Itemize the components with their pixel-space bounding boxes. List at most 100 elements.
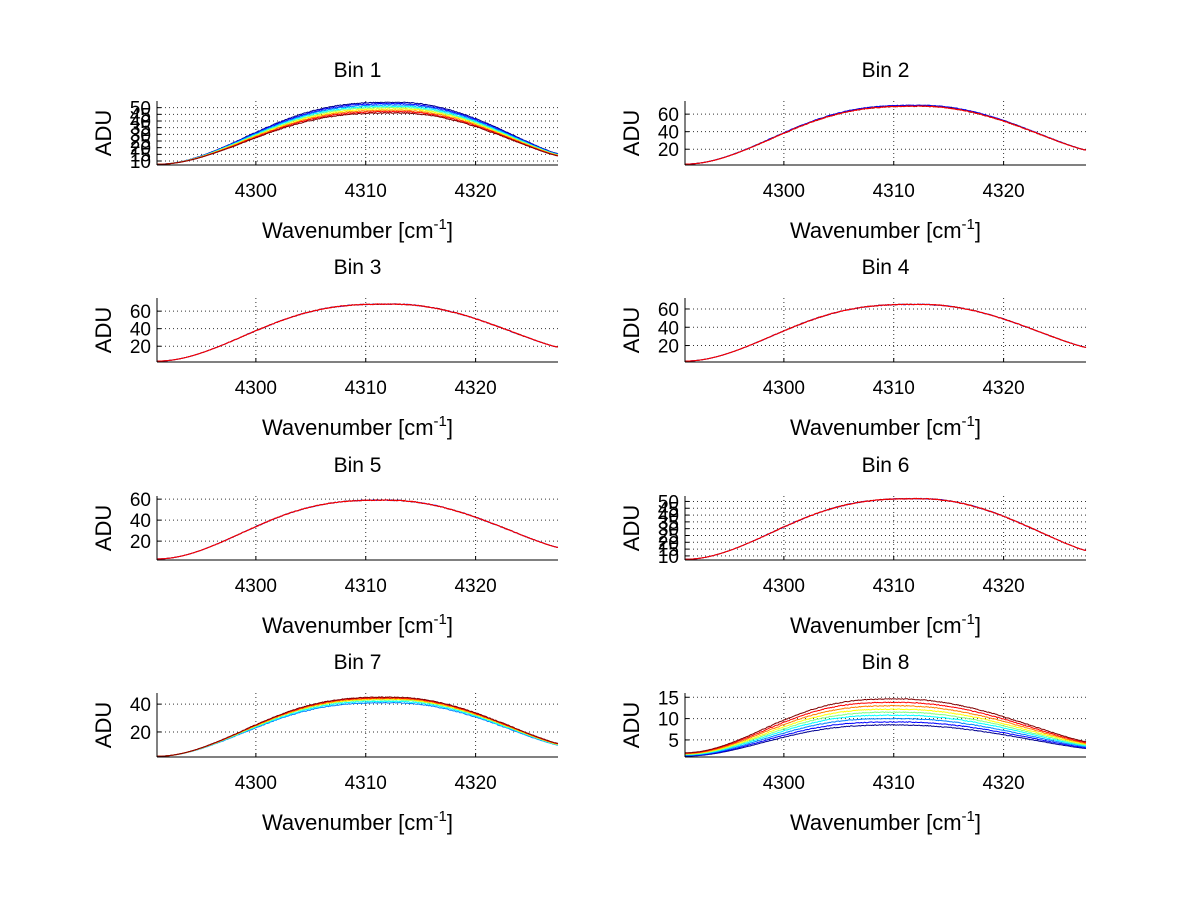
x-axis-label-superscript: -1: [962, 216, 975, 233]
x-axis-label-superscript: -1: [434, 216, 447, 233]
y-tick-label: 30: [658, 520, 679, 541]
series-line: [685, 704, 1086, 755]
y-tick-label: 40: [130, 511, 151, 532]
series-line: [157, 303, 559, 362]
y-tick-label: 60: [130, 302, 151, 323]
x-axis-label-main: Wavenumber [cm: [262, 218, 434, 243]
x-tick-label: 4320: [982, 181, 1024, 202]
x-axis-label: Wavenumber [cm-1]: [790, 413, 981, 440]
series-line: [157, 499, 558, 560]
x-tick-label: 4310: [345, 181, 387, 202]
series-line: [685, 303, 1087, 362]
series-line: [156, 499, 559, 560]
x-axis-label-main: Wavenumber [cm: [262, 613, 434, 638]
y-tick-label: 60: [130, 490, 151, 511]
x-tick-label: 4310: [873, 181, 915, 202]
subplot-title: Bin 5: [334, 454, 382, 477]
x-tick-label: 4310: [345, 378, 387, 399]
y-tick-label: 5: [668, 731, 679, 752]
x-axis-label-main: Wavenumber [cm: [790, 613, 962, 638]
series-line: [157, 110, 559, 165]
x-tick-label: 4320: [454, 773, 496, 794]
y-axis-label: ADU: [619, 702, 644, 748]
series-line: [157, 697, 558, 757]
y-tick-label: 20: [130, 139, 151, 160]
series-line: [685, 303, 1086, 362]
x-axis-label-main: Wavenumber [cm: [790, 218, 962, 243]
series-line: [684, 724, 1087, 757]
series-line: [685, 701, 1087, 754]
subplot-title: Bin 2: [862, 59, 910, 82]
x-tick-label: 4300: [235, 181, 277, 202]
x-tick-label: 4320: [982, 576, 1024, 597]
y-tick-label: 35: [130, 119, 151, 140]
x-axis-label: Wavenumber [cm-1]: [790, 808, 981, 835]
x-axis-label-end: ]: [975, 810, 981, 835]
series-line: [685, 717, 1086, 756]
subplot-title: Bin 6: [862, 454, 910, 477]
x-axis-label: Wavenumber [cm-1]: [262, 611, 453, 638]
x-axis-label-main: Wavenumber [cm: [262, 415, 434, 440]
x-axis-label-superscript: -1: [962, 413, 975, 430]
x-tick-label: 4300: [235, 773, 277, 794]
y-tick-label: 40: [130, 112, 151, 133]
y-axis-label: ADU: [91, 505, 116, 551]
y-tick-label: 40: [130, 695, 151, 716]
x-tick-label: 4310: [873, 576, 915, 597]
series-line: [157, 697, 559, 757]
series-line: [685, 708, 1087, 755]
y-tick-label: 40: [658, 506, 679, 527]
y-tick-label: 40: [130, 320, 151, 341]
x-tick-label: 4320: [982, 378, 1024, 399]
x-tick-label: 4320: [454, 181, 496, 202]
y-tick-label: 20: [658, 337, 679, 358]
series-line: [157, 699, 558, 757]
x-axis-label-superscript: -1: [434, 808, 447, 825]
y-tick-label: 20: [658, 140, 679, 161]
y-tick-label: 10: [130, 152, 151, 173]
series-line: [157, 701, 558, 757]
x-axis-label-end: ]: [975, 613, 981, 638]
x-tick-label: 4310: [345, 576, 387, 597]
y-tick-label: 50: [130, 99, 151, 120]
subplot-title: Bin 8: [862, 651, 910, 674]
y-tick-label: 10: [658, 710, 679, 731]
series-line: [157, 303, 558, 362]
series-line: [157, 106, 559, 165]
y-axis-label: ADU: [91, 307, 116, 353]
x-axis-label-superscript: -1: [434, 611, 447, 628]
y-tick-label: 20: [658, 533, 679, 554]
y-tick-label: 25: [130, 132, 151, 153]
y-tick-label: 15: [130, 145, 151, 166]
y-tick-label: 40: [658, 318, 679, 339]
y-tick-label: 20: [130, 532, 151, 553]
series-line: [157, 109, 559, 165]
x-axis-label-end: ]: [447, 613, 453, 638]
x-tick-label: 4310: [345, 773, 387, 794]
x-axis-label-superscript: -1: [962, 808, 975, 825]
y-tick-label: 15: [658, 540, 679, 561]
series-line: [685, 721, 1086, 757]
subplot-bin-7: Bin 7 4300 4310 4320 20 40 ADU Wavenumber [cm-1…: [91, 651, 559, 835]
y-axis-label: ADU: [619, 110, 644, 156]
x-axis-label: Wavenumber [cm-1]: [790, 611, 981, 638]
subplot-title: Bin 1: [334, 59, 382, 82]
subplot-title: Bin 7: [334, 651, 382, 674]
y-tick-label: 25: [658, 526, 679, 547]
series-line: [157, 696, 559, 757]
series-line: [157, 700, 559, 757]
x-tick-label: 4300: [763, 576, 805, 597]
x-tick-label: 4320: [982, 773, 1024, 794]
x-axis-label: Wavenumber [cm-1]: [262, 413, 453, 440]
y-tick-label: 45: [130, 105, 151, 126]
y-tick-label: 20: [130, 337, 151, 358]
y-axis-label: ADU: [619, 505, 644, 551]
x-axis-label-end: ]: [447, 218, 453, 243]
series-line: [157, 698, 559, 757]
